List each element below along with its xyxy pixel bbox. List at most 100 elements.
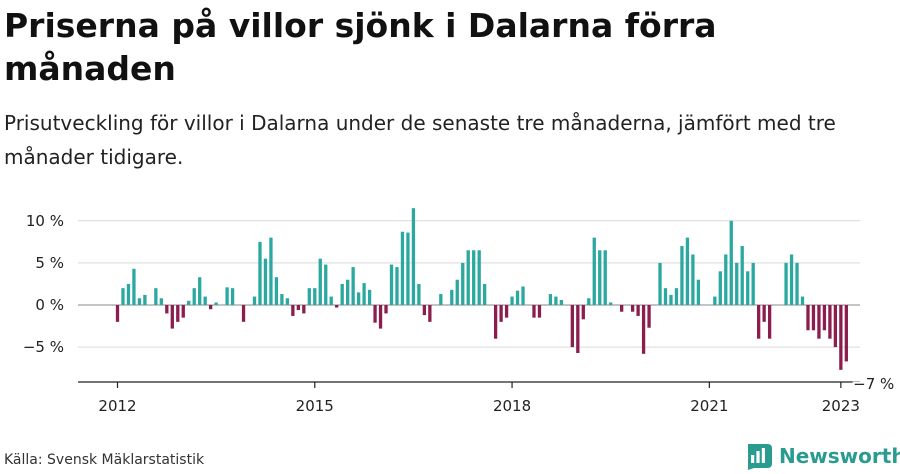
bar: [356, 292, 361, 305]
bar: [822, 305, 827, 331]
bar: [176, 305, 180, 322]
bar: [302, 305, 306, 314]
bar: [828, 305, 832, 339]
bar: [729, 220, 733, 305]
chart-subtitle: Prisutveckling för villor i Dalarna unde…: [4, 111, 836, 169]
bar: [647, 305, 651, 328]
bar: [346, 279, 350, 305]
brand-name: Newsworthy: [779, 444, 900, 468]
bar: [291, 305, 295, 316]
bar: [126, 283, 131, 305]
bar: [515, 290, 520, 305]
bar: [537, 305, 542, 318]
bar: [428, 305, 432, 322]
bar: [472, 250, 476, 305]
annotation-label: −7 %: [853, 375, 894, 393]
bar: [198, 277, 202, 305]
bars: [115, 208, 848, 370]
x-tick-label: 2015: [296, 397, 334, 415]
bar: [258, 241, 262, 305]
bar: [757, 305, 761, 339]
y-tick-label: 10 %: [26, 212, 64, 230]
bar: [192, 288, 196, 305]
bar: [362, 283, 366, 305]
bar: [422, 305, 427, 316]
chart-title: Priserna på villor sjönk i Dalarna förra…: [4, 6, 717, 88]
bar: [592, 237, 596, 305]
bar: [274, 277, 279, 305]
bar: [225, 287, 229, 305]
bar: [269, 237, 273, 305]
bar: [735, 262, 739, 305]
bar: [203, 296, 207, 305]
bar: [159, 298, 163, 305]
bar: [367, 289, 372, 305]
bar: [696, 279, 701, 305]
bar: [466, 250, 470, 305]
bar: [499, 305, 503, 322]
bar: [389, 264, 394, 305]
bar: [680, 246, 684, 305]
bar: [636, 305, 640, 316]
bar: [263, 258, 268, 305]
bar: [795, 262, 799, 305]
bar: [800, 296, 805, 305]
bar-chart-logo-icon: [748, 444, 772, 470]
bar: [384, 305, 388, 314]
bar: [663, 288, 668, 305]
bar: [115, 305, 120, 322]
bar: [559, 299, 564, 305]
bar: [685, 237, 690, 305]
bar: [839, 305, 843, 370]
bar: [811, 305, 816, 331]
bar: [587, 298, 591, 305]
x-tick-label: 2023: [822, 397, 860, 415]
bar: [817, 305, 821, 339]
bar: [214, 302, 218, 305]
brand-logo: Newsworthy: [744, 441, 900, 471]
bar: [461, 262, 465, 305]
x-tick-label: 2021: [690, 397, 728, 415]
bar: [493, 305, 498, 339]
bar: [483, 283, 487, 305]
bar: [137, 298, 142, 305]
bar: [658, 262, 662, 305]
bar: [181, 305, 185, 318]
bar: [439, 294, 443, 305]
bar: [450, 289, 454, 305]
bar: [417, 283, 421, 305]
bar: [510, 296, 514, 305]
bar: [576, 305, 580, 353]
bar: [746, 271, 750, 305]
bar: [521, 286, 525, 305]
bar: [740, 246, 744, 305]
bar: [165, 305, 169, 314]
bar: [170, 305, 174, 329]
bar: [762, 305, 766, 322]
bar: [767, 305, 772, 339]
bar: [329, 296, 333, 305]
bar: [806, 305, 810, 331]
source-note: Källa: Svensk Mäklarstatistik: [4, 452, 205, 468]
bar: [324, 264, 328, 305]
y-tick-label: 5 %: [35, 254, 64, 272]
y-tick-label: −5 %: [23, 338, 64, 356]
bar: [307, 288, 311, 305]
bar: [789, 254, 794, 305]
bar: [504, 305, 509, 318]
bar: [378, 305, 383, 329]
bar: [669, 294, 673, 305]
bar: [400, 231, 405, 305]
bar: [121, 288, 125, 305]
bar: [630, 305, 635, 312]
bar: [641, 305, 646, 354]
bar: [296, 305, 300, 311]
bar: [620, 305, 624, 312]
bar: [718, 271, 722, 305]
bar: [833, 305, 838, 348]
bar: [603, 250, 607, 305]
bar: [691, 254, 695, 305]
x-tick-label: 2012: [98, 397, 136, 415]
bar: [532, 305, 536, 318]
bar: [313, 288, 317, 305]
